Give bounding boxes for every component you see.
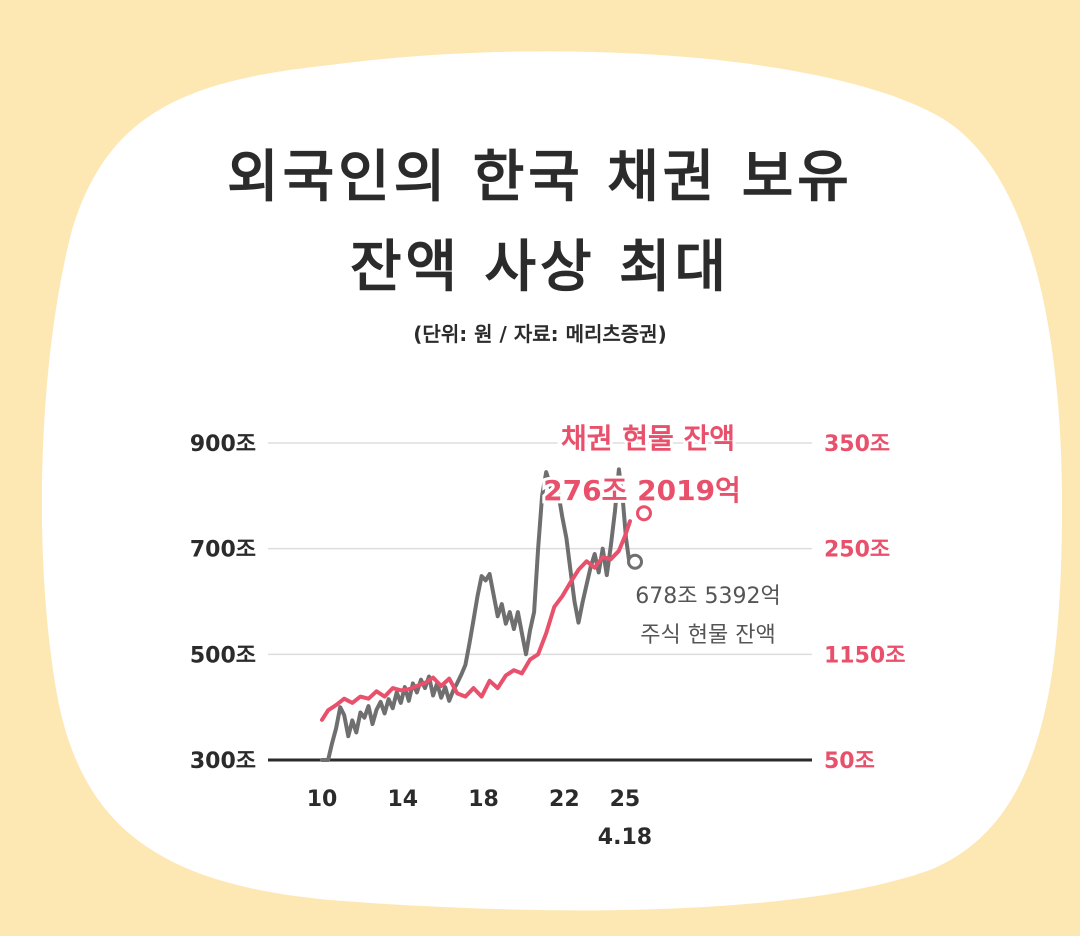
left-axis-tick-label: 900조 xyxy=(190,432,256,457)
x-axis-tick-label: 25 xyxy=(610,787,641,812)
right-axis-tick-label: 50조 xyxy=(824,749,875,774)
left-axis-tick-label: 300조 xyxy=(190,749,256,774)
right-axis-tick-label: 350조 xyxy=(824,432,890,457)
x-axis-tick-label: 22 xyxy=(549,787,580,812)
chart-title-line2: 잔액 사상 최대 xyxy=(349,235,731,300)
chart-title-line1: 외국인의 한국 채권 보유 xyxy=(227,145,853,210)
stock-label-name: 주식 현물 잔액 xyxy=(640,623,775,648)
x-axis-tick-label: 14 xyxy=(387,787,418,812)
right-axis-tick-label: 1150조 xyxy=(824,643,905,668)
bond-label-name: 채권 현물 잔액 xyxy=(561,422,735,455)
bond-end-marker xyxy=(636,505,652,522)
right-axis-tick-label: 250조 xyxy=(824,538,890,563)
bond-label-value: 276조 2019억 xyxy=(543,474,741,507)
x-axis-tick-label: 10 xyxy=(307,787,338,812)
x-axis-tick-label: 18 xyxy=(468,787,499,812)
left-axis-tick-label: 500조 xyxy=(190,643,256,668)
x-axis-end-label: 4.18 xyxy=(598,825,652,850)
stock-series-line xyxy=(320,467,633,762)
left-axis-tick-label: 700조 xyxy=(190,538,256,563)
stock-end-marker xyxy=(627,553,644,570)
chart-subtitle: (단위: 원 / 자료: 메리츠증권) xyxy=(413,322,667,346)
stock-label-value: 678조 5392억 xyxy=(635,584,780,609)
bond-series-line xyxy=(320,519,632,722)
